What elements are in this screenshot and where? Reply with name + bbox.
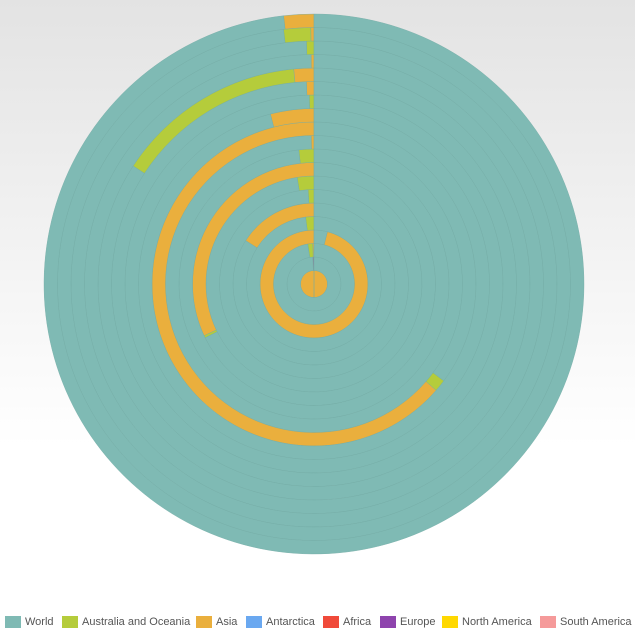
ring-segment [310,27,315,42]
ring-segment [309,94,315,109]
legend-swatch [540,616,556,628]
legend-swatch [380,616,396,628]
legend-swatch [196,616,212,628]
legend-swatch [442,616,458,628]
ring-segment [310,135,315,150]
ring-segment [306,40,315,55]
legend-label: North America [462,616,533,628]
legend-label: Africa [343,616,372,628]
ring-segment [296,175,315,191]
legend-label: Europe [400,616,435,628]
legend-label: Antarctica [266,616,316,628]
ring-segment [293,67,315,83]
legend-label: South America [560,616,632,628]
legend-swatch [246,616,262,628]
ring-segment [283,13,315,30]
legend-swatch [323,616,339,628]
legend-swatch [62,616,78,628]
legend-label: Asia [216,616,238,628]
ring-segment [306,81,315,96]
legend-swatch [5,616,21,628]
legend-label: World [25,616,54,628]
ring-segment [283,27,312,43]
ring-segment [310,54,315,69]
legend-label: Australia and Oceania [82,616,191,628]
ring-segment [43,13,585,555]
ring-segment [298,148,315,164]
